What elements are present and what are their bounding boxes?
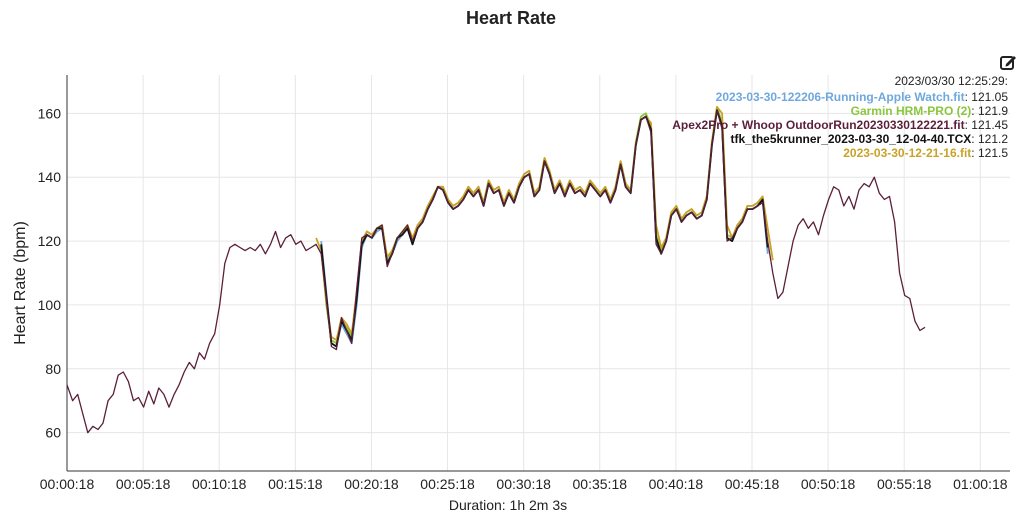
legend-series-value: 121.9 [978, 104, 1008, 118]
x-tick-label: 00:40:18 [649, 476, 704, 492]
y-tick-label: 120 [38, 233, 62, 249]
legend-cursor-time: 2023/03/30 12:25:29: [895, 74, 1008, 88]
legend-entry: 2023-03-30-122206-Running-Apple Watch.fi… [716, 90, 1009, 104]
series-line-3 [320, 109, 769, 348]
series-line-1 [320, 106, 769, 345]
legend-series-name: Apex2Pro + Whoop OutdoorRun2023033012222… [672, 118, 964, 132]
y-axis-label: Heart Rate (bpm) [12, 221, 29, 345]
x-tick-label: 00:50:18 [801, 476, 856, 492]
y-tick-labels: 60 80 100 120 140 160 [38, 105, 62, 440]
x-tick-label: 00:30:18 [496, 476, 551, 492]
legend-separator: : [965, 90, 972, 104]
x-tick-label: 00:55:18 [877, 476, 932, 492]
x-tick-label: 00:05:18 [116, 476, 171, 492]
legend-series-value: 121.45 [971, 118, 1008, 132]
x-tick-label: 00:35:18 [573, 476, 628, 492]
x-tick-label: 00:00:18 [40, 476, 95, 492]
legend-entry: tfk_the5krunner_2023-03-30_12-04-40.TCX:… [731, 132, 1009, 146]
legend-series-value: 121.5 [978, 146, 1008, 160]
y-tick-label: 140 [38, 169, 62, 185]
legend-series-name: 2023-03-30-122206-Running-Apple Watch.fi… [716, 90, 965, 104]
legend-series-name: 2023-03-30-12-21-16.fit [843, 146, 971, 160]
legend-series-value: 121.05 [971, 90, 1008, 104]
x-tick-label: 01:00:18 [953, 476, 1008, 492]
x-tick-label: 00:20:18 [344, 476, 399, 492]
x-tick-label: 00:45:18 [725, 476, 780, 492]
legend: 2023/03/30 12:25:29: 2023-03-30-122206-R… [672, 74, 1008, 160]
x-tick-label: 00:15:18 [268, 476, 323, 492]
x-tick-labels: 00:00:18 00:05:18 00:10:18 00:15:18 00:20:18… [40, 476, 1008, 492]
chart-title: Heart Rate [466, 8, 556, 28]
legend-separator: : [971, 146, 978, 160]
x-tick-label: 00:25:18 [420, 476, 475, 492]
edit-icon[interactable] [998, 52, 1018, 72]
grid [66, 75, 1010, 471]
y-tick-label: 80 [45, 361, 61, 377]
x-axis-label: Duration: 1h 2m 3s [449, 497, 567, 513]
legend-separator: : [971, 132, 978, 146]
legend-series-name: Garmin HRM-PRO (2) [851, 104, 972, 118]
legend-entry: Garmin HRM-PRO (2): 121.9 [851, 104, 1009, 118]
series-line-0 [320, 109, 769, 348]
series-lines [66, 106, 926, 434]
legend-series-name: tfk_the5krunner_2023-03-30_12-04-40.TCX [731, 132, 972, 146]
legend-entry: 2023-03-30-12-21-16.fit: 121.5 [843, 146, 1008, 160]
y-tick-label: 160 [38, 105, 62, 121]
series-line-2 [66, 109, 926, 434]
legend-separator: : [971, 104, 978, 118]
axes [66, 75, 1010, 472]
y-tick-label: 100 [38, 297, 62, 313]
legend-series-value: 121.2 [978, 132, 1008, 146]
y-tick-label: 60 [45, 425, 61, 441]
legend-entry: Apex2Pro + Whoop OutdoorRun2023033012222… [672, 118, 1008, 132]
x-tick-label: 00:10:18 [192, 476, 247, 492]
series-line-4 [315, 106, 774, 341]
legend-separator: : [965, 118, 972, 132]
